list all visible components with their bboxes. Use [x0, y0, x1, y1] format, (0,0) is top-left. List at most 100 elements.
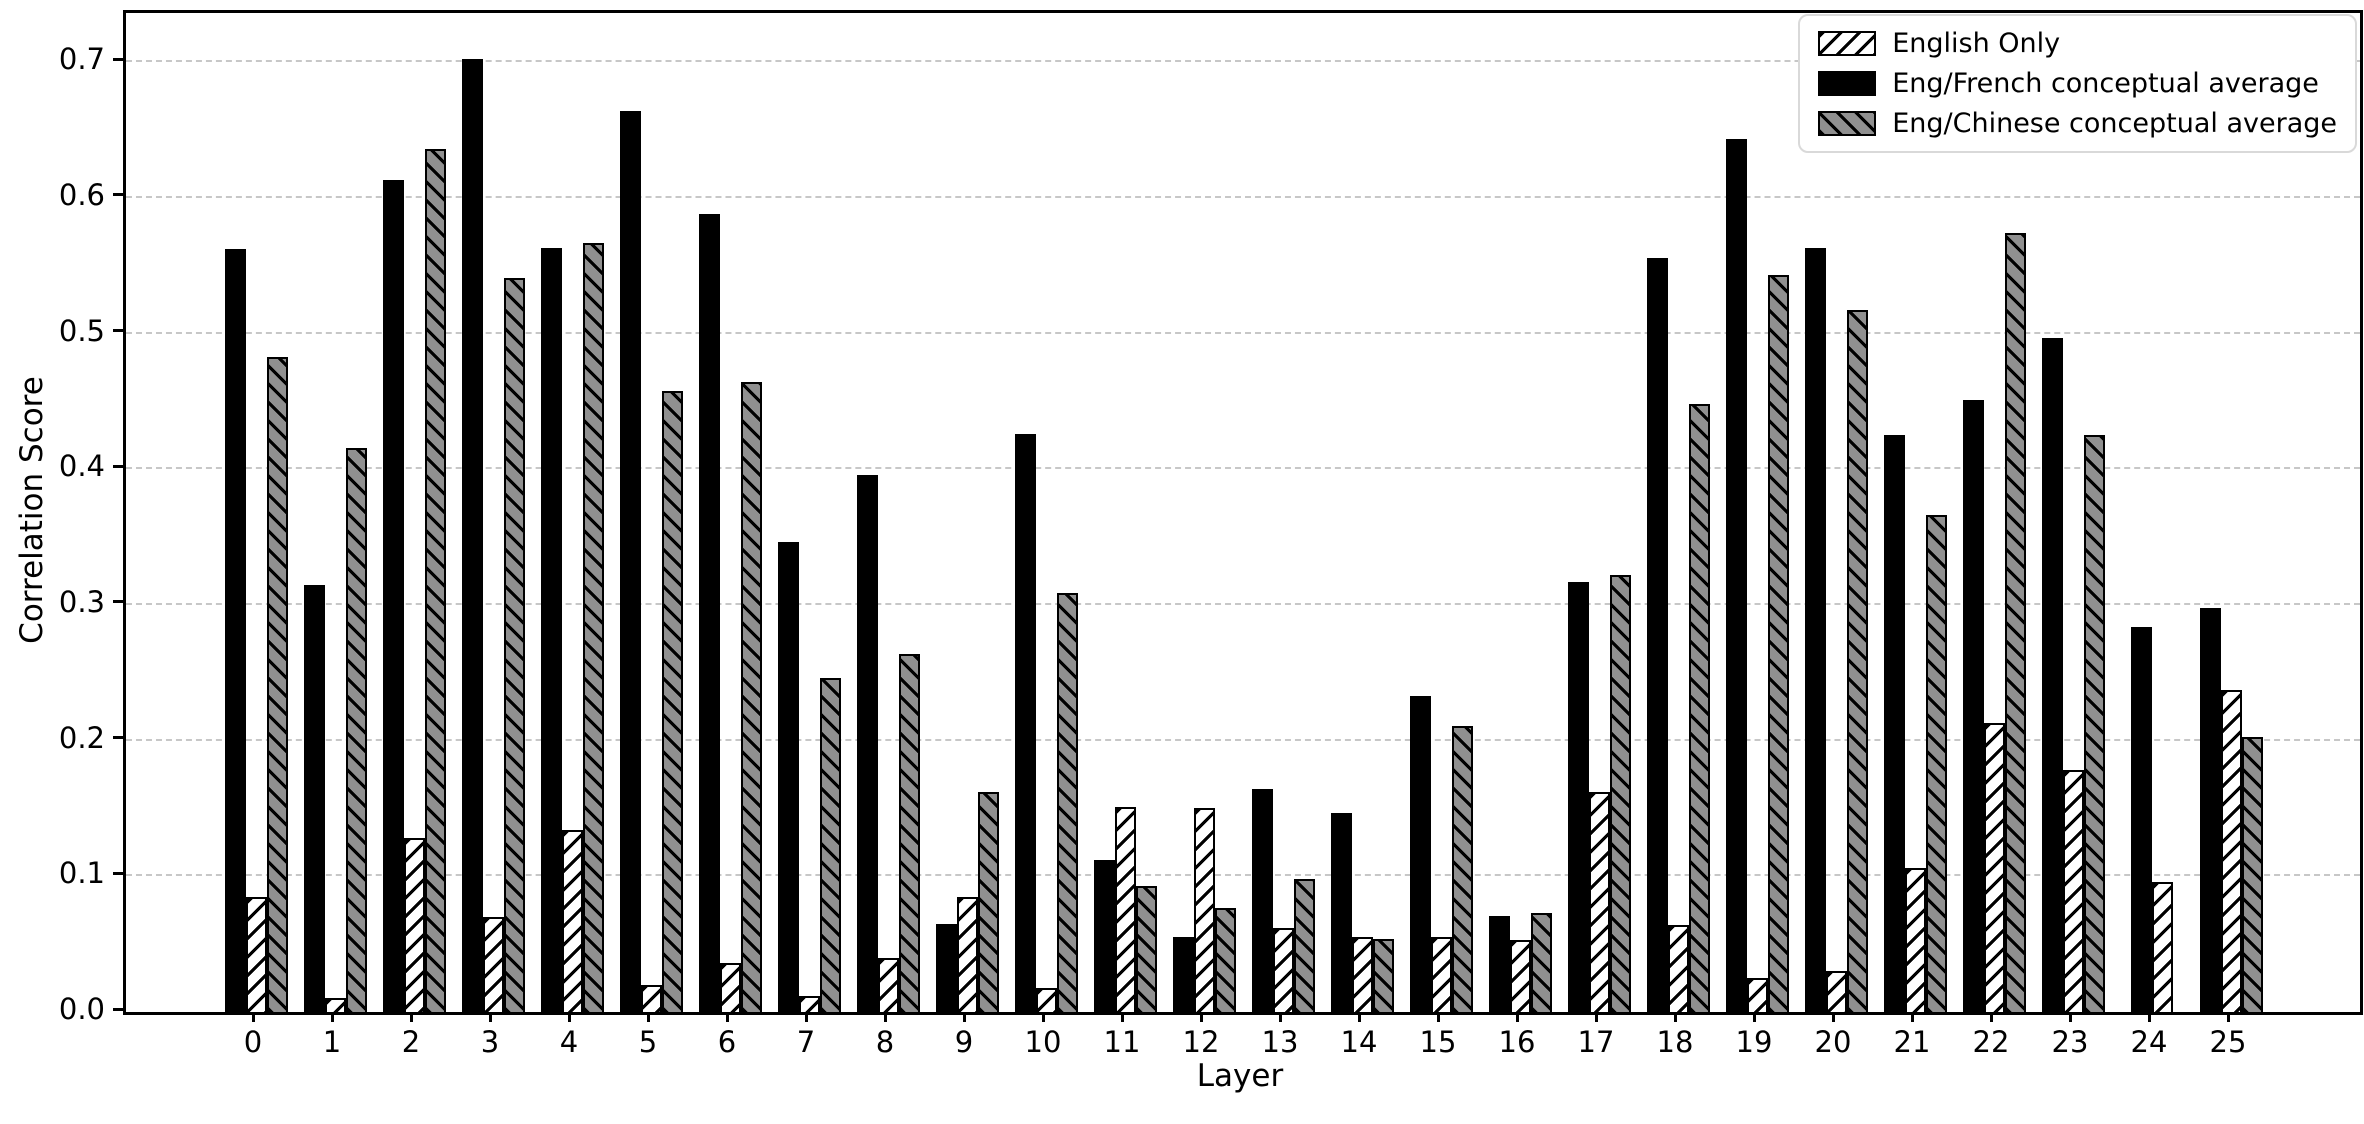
legend-item-english-only: English Only: [1818, 28, 2337, 59]
x-tick: [725, 1012, 729, 1022]
bar-english-only-layer-10: [1035, 987, 1057, 1012]
bar-english-only-layer-25: [2220, 690, 2242, 1012]
x-tick: [1278, 1012, 1282, 1022]
x-tick: [1199, 1012, 1203, 1022]
gridline: [126, 195, 2360, 198]
bar-eng-chinese-layer-6: [740, 382, 762, 1012]
bar-english-only-layer-19: [1746, 978, 1768, 1012]
legend-swatch-english-only-icon: [1818, 31, 1877, 56]
bar-eng-chinese-layer-21: [1925, 515, 1947, 1012]
x-tick: [409, 1012, 413, 1022]
x-tick: [1752, 1012, 1756, 1022]
bar-eng-french-layer-2: [382, 180, 404, 1012]
x-tick-label: 4: [559, 1025, 579, 1059]
x-tick: [330, 1012, 334, 1022]
y-tick: [113, 193, 123, 197]
gridline: [126, 467, 2360, 470]
x-tick: [962, 1012, 966, 1022]
x-tick: [488, 1012, 492, 1022]
bar-english-only-layer-4: [561, 830, 583, 1012]
y-tick: [113, 329, 123, 332]
bar-english-only-layer-13: [1272, 927, 1294, 1012]
bar-group-layer-12: [1172, 13, 1236, 1012]
bar-group-layer-10: [1014, 13, 1078, 1012]
gridline: [126, 60, 2360, 63]
x-tick: [1989, 1012, 1993, 1022]
legend-item-eng-french: Eng/French conceptual average: [1818, 68, 2337, 99]
legend: English Only Eng/French conceptual averag…: [1798, 14, 2357, 153]
bar-eng-chinese-layer-19: [1767, 275, 1789, 1012]
legend-label: Eng/French conceptual average: [1892, 68, 2319, 99]
x-tick-label: 16: [1498, 1025, 1536, 1059]
x-tick: [1673, 1012, 1677, 1022]
y-tick-label: 0.5: [58, 313, 105, 348]
bar-english-only-layer-5: [640, 984, 662, 1012]
x-tick: [1120, 1012, 1124, 1022]
bar-group-layer-22: [1962, 13, 2026, 1012]
bar-group-layer-17: [1567, 13, 1631, 1012]
x-tick-label: 5: [638, 1025, 658, 1059]
bar-group-layer-23: [2041, 13, 2105, 1012]
x-tick-label: 23: [2051, 1025, 2089, 1059]
y-tick-label: 0.7: [58, 42, 105, 77]
x-axis-label: Layer: [1196, 1058, 1284, 1094]
bar-eng-french-layer-1: [303, 584, 325, 1012]
bar-eng-french-layer-3: [461, 59, 483, 1012]
x-tick-label: 9: [954, 1025, 974, 1059]
bar-english-only-layer-14: [1351, 937, 1373, 1012]
bar-eng-french-layer-24: [2131, 626, 2152, 1012]
bar-group-layer-0: [224, 13, 288, 1012]
x-tick-label: 6: [717, 1025, 737, 1059]
x-tick: [1357, 1012, 1361, 1022]
bar-eng-chinese-layer-17: [1609, 575, 1631, 1012]
bar-eng-french-layer-19: [1725, 139, 1747, 1012]
x-tick: [1041, 1012, 1045, 1022]
y-tick-label: 0.3: [58, 584, 105, 619]
x-tick-label: 11: [1103, 1025, 1141, 1059]
y-tick-label: 0.2: [58, 720, 105, 755]
bar-eng-french-layer-14: [1330, 812, 1352, 1012]
bar-english-only-layer-21: [1904, 868, 1926, 1012]
bar-group-layer-4: [540, 13, 604, 1012]
x-tick-label: 25: [2209, 1025, 2247, 1059]
bar-group-layer-25: [2199, 13, 2263, 1012]
x-tick: [251, 1012, 255, 1022]
bar-english-only-layer-9: [956, 896, 978, 1012]
x-tick: [567, 1012, 571, 1022]
bar-english-only-layer-22: [1983, 722, 2005, 1012]
x-tick-label: 10: [1024, 1025, 1062, 1059]
bar-english-only-layer-1: [324, 998, 346, 1012]
y-tick-label: 0.6: [58, 177, 105, 212]
x-tick-label: 22: [1972, 1025, 2010, 1059]
bar-group-layer-11: [1093, 13, 1157, 1012]
bar-eng-french-layer-20: [1804, 248, 1826, 1012]
bar-eng-chinese-layer-0: [266, 356, 288, 1012]
gridline: [126, 738, 2360, 741]
bar-eng-french-layer-25: [2199, 607, 2221, 1012]
bar-group-layer-15: [1409, 13, 1473, 1012]
bar-eng-french-layer-13: [1251, 789, 1273, 1012]
bar-english-only-layer-15: [1430, 937, 1452, 1012]
bar-eng-chinese-layer-18: [1688, 404, 1710, 1012]
x-tick-label: 20: [1814, 1025, 1852, 1059]
x-tick: [804, 1012, 808, 1022]
x-tick: [646, 1012, 650, 1022]
bar-group-layer-16: [1488, 13, 1552, 1012]
x-tick: [1594, 1012, 1598, 1022]
y-tick: [113, 464, 123, 468]
x-tick: [1831, 1012, 1835, 1022]
x-tick: [2068, 1012, 2072, 1022]
bar-eng-chinese-layer-25: [2241, 736, 2263, 1012]
bar-english-only-layer-6: [719, 963, 741, 1012]
y-tick: [113, 600, 123, 604]
bar-eng-french-layer-12: [1172, 937, 1194, 1012]
bar-english-only-layer-3: [482, 917, 504, 1012]
gridline: [126, 602, 2360, 605]
bar-english-only-layer-8: [877, 957, 899, 1012]
bar-group-layer-1: [303, 13, 367, 1012]
x-tick-label: 0: [243, 1025, 263, 1059]
x-tick-label: 8: [875, 1025, 895, 1059]
plot-area: [123, 10, 2363, 1015]
bar-group-layer-19: [1725, 13, 1789, 1012]
x-tick-label: 19: [1735, 1025, 1773, 1059]
